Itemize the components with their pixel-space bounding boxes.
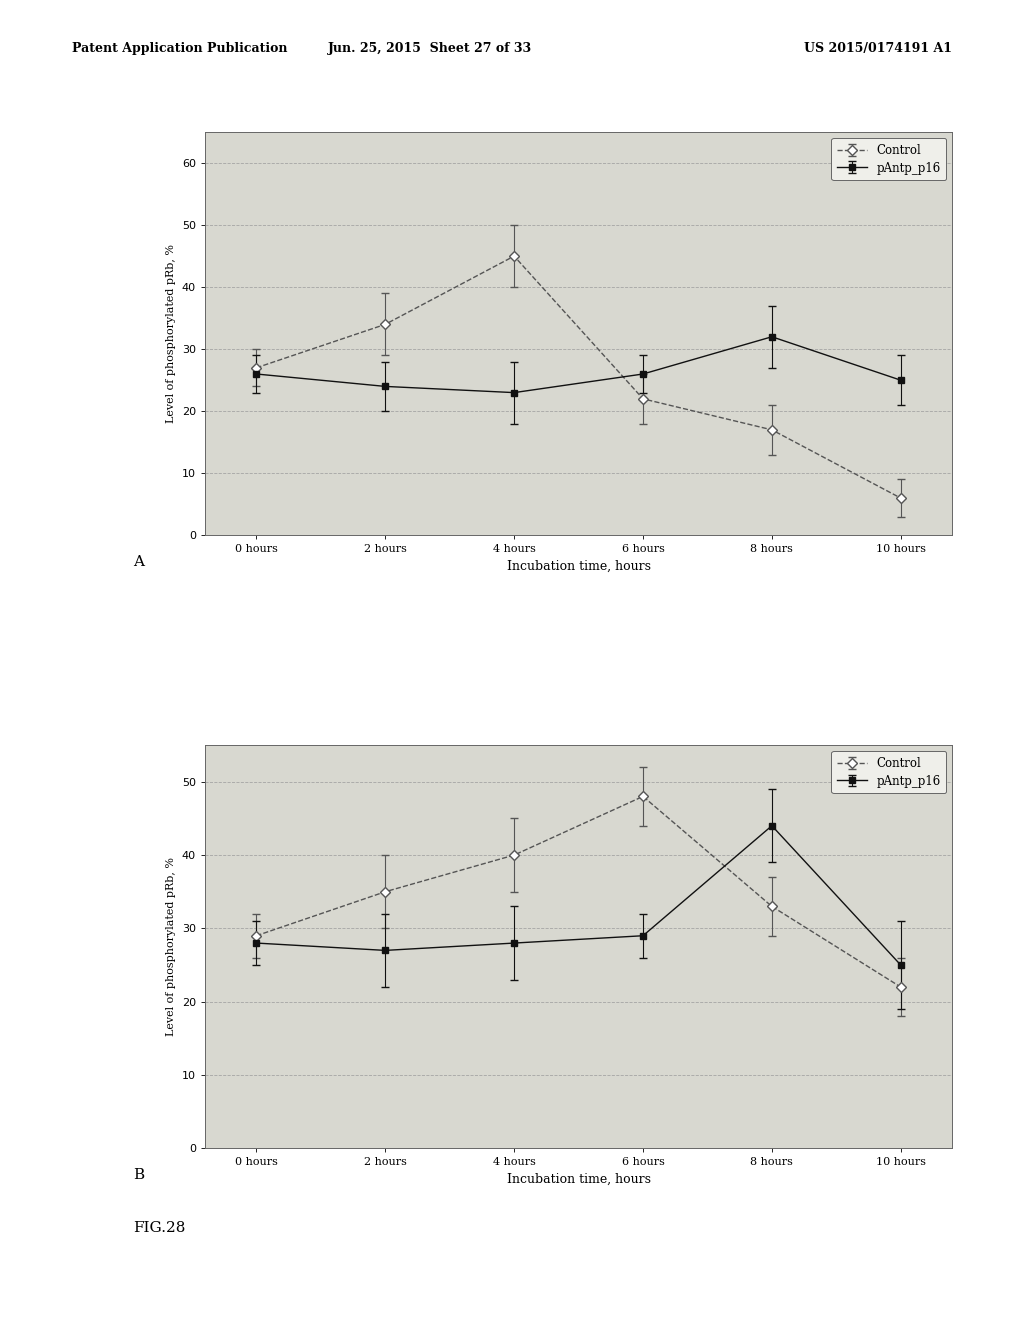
X-axis label: Incubation time, hours: Incubation time, hours <box>507 560 650 573</box>
Text: FIG.28: FIG.28 <box>133 1221 185 1236</box>
Y-axis label: Level of phosphorylated pRb, %: Level of phosphorylated pRb, % <box>166 857 176 1036</box>
Y-axis label: Level of phosphorylated pRb, %: Level of phosphorylated pRb, % <box>166 244 176 424</box>
Legend: Control, pAntp_p16: Control, pAntp_p16 <box>831 751 946 793</box>
Text: US 2015/0174191 A1: US 2015/0174191 A1 <box>804 42 952 55</box>
Text: Jun. 25, 2015  Sheet 27 of 33: Jun. 25, 2015 Sheet 27 of 33 <box>328 42 532 55</box>
Text: B: B <box>133 1168 144 1183</box>
Text: A: A <box>133 556 144 569</box>
Legend: Control, pAntp_p16: Control, pAntp_p16 <box>831 137 946 181</box>
Text: Patent Application Publication: Patent Application Publication <box>72 42 287 55</box>
X-axis label: Incubation time, hours: Incubation time, hours <box>507 1173 650 1185</box>
